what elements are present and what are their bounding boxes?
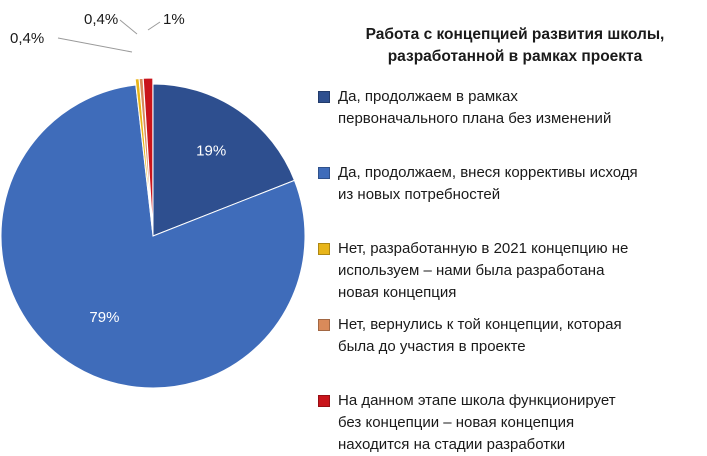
chart-title-line-2: разработанной в рамках проекта: [387, 48, 643, 65]
legend-label: Да, продолжаем в рамках первоначального …: [338, 88, 612, 127]
leader-line: [147, 21, 161, 31]
legend-swatch: [318, 243, 330, 255]
data-label: 19%: [196, 143, 226, 160]
chart-title-line-1: Работа с концепцией развития школы,: [365, 26, 665, 43]
data-label: 0,4%: [10, 30, 44, 47]
slice-no-concept: [142, 77, 154, 231]
legend-swatch: [318, 395, 330, 407]
slice-continue-adjusted: [0, 84, 306, 389]
legend-swatch: [318, 91, 330, 103]
chart-title: Работа с концепцией развития школы, разр…: [330, 24, 700, 68]
data-label: 1%: [163, 11, 185, 28]
legend-label: Нет, вернулись к той концепции, которая …: [338, 316, 622, 355]
pie-chart: 19% 79% 0,4% 0,4% 1%: [0, 11, 306, 389]
leader-line: [57, 37, 133, 53]
chart-legend: Да, продолжаем в рамках первоначального …: [318, 0, 707, 455]
legend-label: На данном этапе школа функционирует без …: [338, 392, 616, 453]
slice-continue-unchanged: [152, 83, 296, 237]
legend-swatch: [318, 167, 330, 179]
legend-label: Нет, разработанную в 2021 концепцию не и…: [338, 240, 629, 301]
leader-line: [119, 19, 138, 35]
legend-label: Да, продолжаем, внеся коррективы исходя …: [338, 164, 638, 203]
data-label: 79%: [89, 309, 119, 326]
data-label: 0,4%: [84, 11, 118, 28]
legend-swatch: [318, 319, 330, 331]
